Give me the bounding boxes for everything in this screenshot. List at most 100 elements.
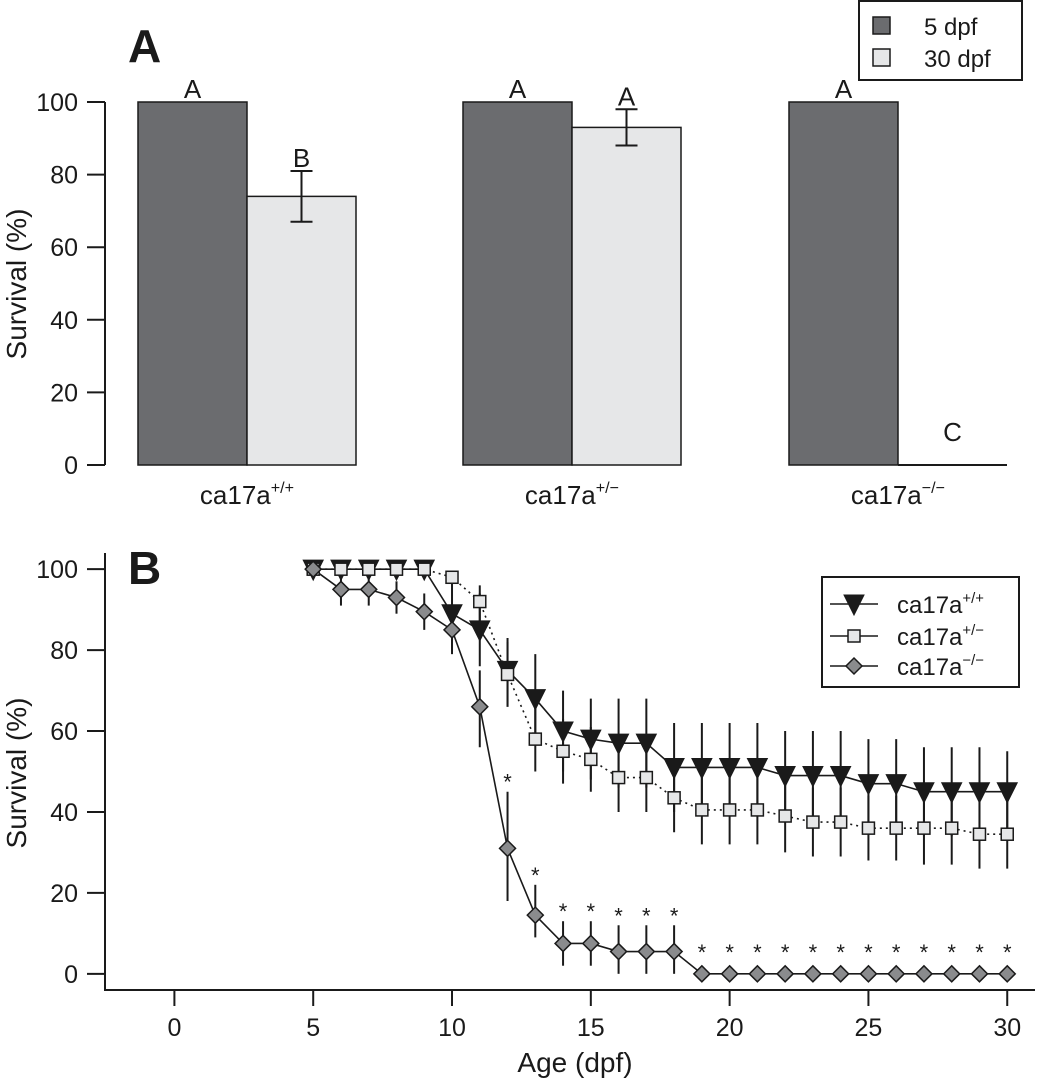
marker-triangle (552, 721, 574, 744)
marker-square (611, 770, 626, 785)
marker-diamond (665, 942, 684, 961)
significance-letter: A (835, 74, 853, 104)
significance-star: * (809, 940, 818, 965)
panel-b-line-chart: B Survival (%) Age (dpf) 0 20 40 60 80 100 0 5… (1, 542, 1035, 1078)
x-tick-label: 10 (438, 1014, 466, 1042)
marker-diamond (914, 964, 934, 983)
marker-square (361, 562, 376, 576)
y-tick-label: 100 (36, 89, 78, 117)
marker-diamond (637, 942, 656, 961)
marker-square (473, 594, 487, 609)
marker-square (917, 821, 931, 835)
marker-diamond (776, 964, 795, 983)
significance-star: * (614, 903, 623, 928)
marker-triangle (718, 757, 741, 780)
panel-a-legend-label-5dpf: 5 dpf (924, 14, 978, 41)
significance-star: * (559, 899, 568, 924)
group-label: ca17a−/− (851, 479, 945, 510)
significance-star: * (725, 940, 734, 965)
significance-star: * (1003, 940, 1012, 965)
y-tick-label: 20 (50, 880, 78, 908)
panel-a-label: A (128, 20, 161, 72)
y-tick-label: 60 (50, 234, 78, 262)
bar (571, 126, 682, 466)
marker-diamond (553, 934, 573, 953)
x-tick-label: 20 (716, 1014, 744, 1042)
panel-a-y-ticks: 0 20 40 60 80 100 (36, 89, 105, 480)
panel-a-legend: 5 dpf 30 dpf (858, 0, 1023, 81)
group-label: ca17a+/− (525, 479, 619, 510)
marker-triangle (635, 733, 658, 756)
marker-triangle (441, 604, 463, 626)
marker-diamond (970, 964, 989, 983)
panel-a-error-bars (290, 108, 638, 223)
marker-triangle (885, 774, 908, 796)
panel-b-legend: ca17a+/+ ca17a+/−ca17a−/− (821, 576, 1020, 688)
marker-triangle (913, 782, 935, 804)
panel-a-legend-box (858, 0, 1023, 81)
legend-label: ca17a+/− (897, 623, 984, 651)
marker-triangle (691, 757, 713, 780)
marker-triangle (940, 782, 963, 804)
group-label: ca17a+/+ (200, 479, 294, 510)
marker-diamond (470, 697, 489, 716)
marker-square (556, 744, 570, 759)
y-tick-label: 40 (50, 799, 78, 827)
significance-letter: A (184, 74, 202, 104)
marker-square (639, 770, 654, 785)
significance-star: * (531, 863, 540, 888)
panel-a-significance-letters: A B A A A C (184, 74, 962, 447)
marker-triangle (829, 766, 852, 788)
panel-a-y-axis-label: Survival (%) (1, 209, 32, 360)
marker-diamond (942, 964, 961, 983)
significance-star: * (864, 940, 873, 965)
marker-triangle (968, 782, 991, 804)
panel-b-y-axis-label: Survival (%) (1, 698, 32, 849)
marker-triangle (468, 620, 491, 642)
marker-triangle (843, 594, 865, 617)
panel-b-markers (302, 559, 1019, 983)
marker-square (445, 570, 459, 585)
bar (137, 101, 248, 466)
marker-square (695, 803, 709, 817)
significance-letter: C (943, 417, 962, 447)
marker-diamond (304, 560, 323, 579)
significance-star: * (753, 940, 762, 965)
marker-diamond (998, 964, 1017, 983)
x-tick-label: 30 (993, 1014, 1021, 1042)
marker-square (584, 752, 598, 767)
y-tick-label: 0 (64, 452, 78, 480)
marker-diamond (859, 964, 878, 983)
x-tick-label: 15 (577, 1014, 605, 1042)
marker-triangle (607, 733, 630, 756)
marker-diamond (748, 964, 767, 983)
marker-square (806, 815, 820, 829)
significance-star: * (781, 940, 790, 965)
marker-diamond (803, 964, 822, 983)
marker-triangle (746, 757, 769, 780)
marker-square (972, 827, 987, 841)
marker-triangle (524, 689, 547, 711)
marker-square (833, 815, 848, 829)
marker-square (389, 562, 404, 576)
panel-b-x-ticks: 0 5 10 15 20 25 30 (167, 990, 1021, 1042)
significance-star: * (947, 940, 956, 965)
marker-diamond (331, 580, 351, 599)
y-tick-label: 100 (36, 556, 78, 584)
panel-a-bars (137, 101, 1007, 466)
marker-square (528, 732, 543, 746)
panel-b-x-axis-label: Age (dpf) (517, 1047, 632, 1078)
marker-triangle (802, 766, 824, 788)
marker-diamond (720, 964, 739, 983)
significance-letter: B (293, 143, 310, 173)
marker-square (417, 562, 432, 576)
marker-diamond (415, 602, 434, 621)
legend-label: ca17a+/+ (897, 591, 984, 619)
marker-square (847, 629, 861, 643)
significance-star: * (836, 940, 845, 965)
panel-b-significance-stars: * * * * * * * * * * * * * * * * * * * (503, 770, 1012, 965)
bar (246, 195, 357, 466)
x-tick-label: 25 (855, 1014, 883, 1042)
panel-a-legend-swatch-30dpf (872, 48, 891, 67)
